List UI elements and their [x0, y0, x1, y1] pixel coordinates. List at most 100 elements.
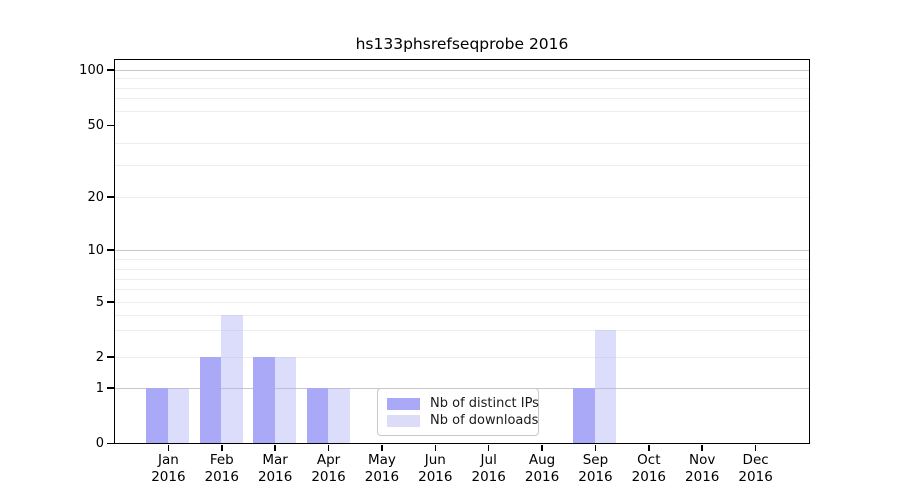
gridline-minor-5: [114, 301, 809, 303]
x-tick-nov: [701, 445, 704, 451]
x-tick-label-may: May 2016: [347, 452, 417, 486]
x-tick-year: 2016: [738, 469, 773, 485]
gridline-minor-90: [114, 78, 809, 79]
gridline-major-100: [114, 69, 809, 71]
y-tick-10: [107, 249, 114, 251]
x-tick-month: Aug: [528, 452, 556, 468]
gridline-minor-2: [114, 356, 809, 358]
x-tick-label-sep: Sep 2016: [560, 452, 630, 486]
x-tick-month: Jul: [480, 452, 497, 468]
x-tick-dec: [754, 445, 757, 451]
x-tick-year: 2016: [578, 469, 613, 485]
bar-nb-of-distinct-ips-mar: [253, 356, 275, 443]
gridline-minor-60: [114, 110, 809, 112]
y-tick-label-1: 1: [95, 380, 104, 396]
x-tick-month: Sep: [582, 452, 609, 468]
legend-label: Nb of downloads: [430, 413, 539, 428]
y-tick-0: [107, 442, 114, 445]
y-tick-label-50: 50: [87, 118, 104, 133]
x-tick-label-jul: Jul 2016: [454, 452, 524, 486]
bar-nb-of-distinct-ips-feb: [199, 356, 222, 443]
x-tick-aug: [541, 445, 543, 451]
x-tick-year: 2016: [631, 469, 667, 485]
x-tick-month: Apr: [316, 452, 341, 468]
y-tick-label-0: 0: [95, 436, 104, 451]
bar-nb-of-distinct-ips-sep: [573, 387, 595, 443]
legend-swatch-distinct-ips: [387, 397, 420, 410]
gridline-minor-40: [114, 142, 809, 144]
gridline-minor-6: [114, 288, 809, 290]
x-tick-month: Jun: [424, 452, 446, 468]
plot-area: [113, 59, 810, 444]
legend-label: Nb of distinct IPs: [430, 396, 539, 411]
x-tick-sep: [594, 445, 597, 451]
x-tick-feb: [220, 445, 223, 451]
gridline-minor-4: [114, 314, 809, 316]
x-tick-year: 2016: [151, 469, 186, 485]
x-tick-jul: [487, 445, 490, 451]
x-tick-may: [381, 445, 383, 451]
x-tick-year: 2016: [471, 469, 506, 485]
legend: Nb of distinct IPs Nb of downloads: [377, 388, 539, 436]
gridline-minor-7: [114, 278, 809, 280]
legend-item-downloads: Nb of downloads: [387, 413, 538, 428]
gridline-major-10: [114, 249, 809, 251]
gridline-minor-9: [114, 258, 809, 260]
y-tick-label-10: 10: [87, 242, 104, 258]
bar-nb-of-downloads-jan: [167, 387, 190, 443]
x-tick-month: Jan: [157, 452, 179, 468]
bar-nb-of-downloads-feb: [221, 314, 243, 443]
legend-item-distinct-ips: Nb of distinct IPs: [387, 396, 539, 411]
y-tick-20: [107, 196, 114, 198]
x-tick-label-nov: Nov 2016: [667, 452, 737, 486]
legend-swatch-downloads: [387, 414, 420, 427]
y-tick-100: [107, 69, 114, 71]
x-tick-year: 2016: [311, 469, 346, 485]
x-tick-month: Nov: [689, 452, 716, 468]
x-tick-year: 2016: [257, 469, 293, 485]
gridline-minor-30: [114, 164, 809, 166]
y-tick-label-20: 20: [87, 189, 104, 205]
gridline-minor-70: [114, 98, 809, 99]
bar-nb-of-downloads-mar: [274, 356, 297, 443]
x-tick-label-oct: Oct 2016: [614, 452, 684, 486]
x-tick-label-dec: Dec 2016: [721, 452, 791, 486]
gridline-minor-3: [114, 329, 809, 331]
bar-nb-of-distinct-ips-jan: [146, 387, 168, 443]
y-tick-label-100: 100: [79, 62, 104, 78]
chart-title: hs133phsrefseqprobe 2016: [355, 35, 569, 53]
y-tick-1: [107, 387, 114, 389]
x-tick-month: May: [367, 452, 396, 468]
x-tick-year: 2016: [524, 469, 560, 485]
x-tick-label-feb: Feb 2016: [187, 452, 257, 486]
x-tick-label-jan: Jan 2016: [133, 452, 203, 486]
x-tick-oct: [648, 445, 650, 451]
x-tick-year: 2016: [685, 469, 720, 485]
x-tick-year: 2016: [364, 469, 400, 485]
x-tick-month: Mar: [262, 452, 288, 468]
y-tick-label-5: 5: [95, 294, 104, 310]
x-tick-label-aug: Aug 2016: [507, 452, 577, 486]
bar-nb-of-downloads-sep: [594, 329, 617, 443]
x-tick-jun: [434, 445, 437, 451]
x-tick-label-jun: Jun 2016: [400, 452, 470, 486]
x-tick-year: 2016: [204, 469, 239, 485]
y-tick-50: [107, 124, 114, 127]
x-tick-label-mar: Mar 2016: [240, 452, 310, 486]
y-tick-5: [107, 301, 114, 303]
gridline-minor-20: [114, 196, 809, 198]
x-tick-label-apr: Apr 2016: [294, 452, 364, 486]
gridline-minor-80: [114, 87, 809, 89]
x-tick-month: Dec: [742, 452, 769, 468]
gridline-minor-8: [114, 268, 809, 270]
bar-nb-of-distinct-ips-apr: [306, 387, 329, 443]
x-tick-mar: [274, 445, 276, 451]
bar-nb-of-downloads-apr: [328, 387, 350, 443]
x-tick-apr: [327, 445, 330, 451]
x-tick-year: 2016: [418, 469, 453, 485]
x-tick-jan: [167, 445, 170, 451]
x-tick-month: Oct: [637, 452, 661, 468]
y-tick-label-2: 2: [95, 349, 104, 365]
y-tick-2: [107, 356, 114, 358]
